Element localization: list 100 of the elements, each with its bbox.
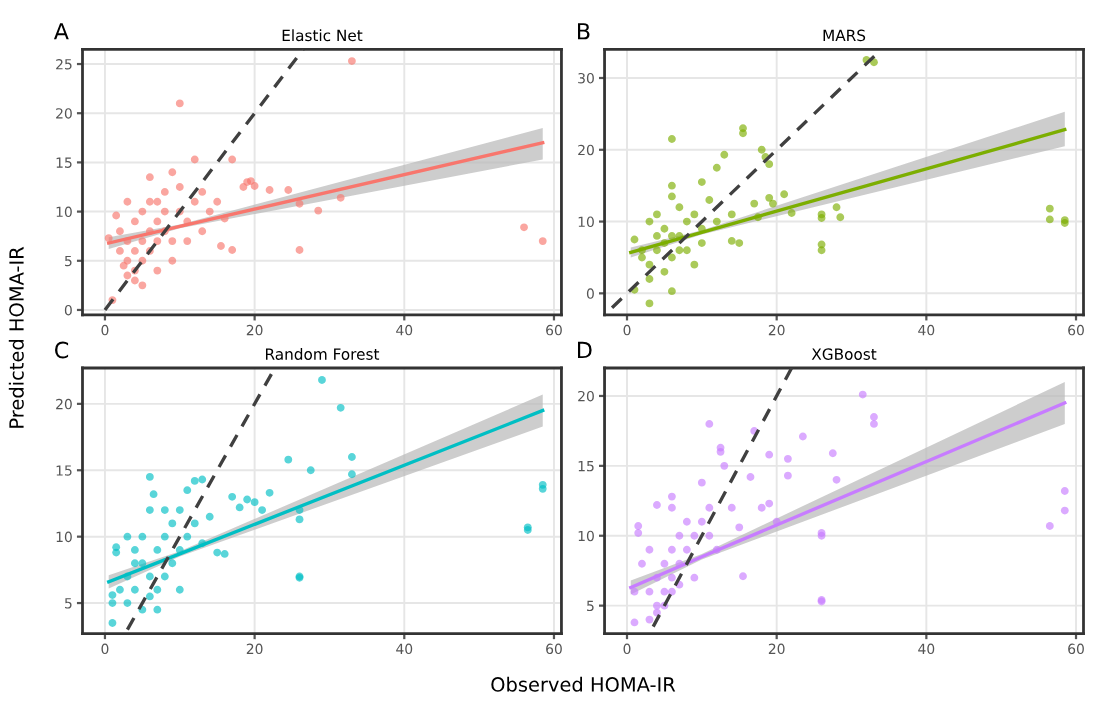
point	[746, 473, 755, 481]
point	[660, 267, 669, 276]
point	[168, 559, 177, 568]
point	[314, 206, 323, 215]
point	[660, 559, 669, 568]
point	[347, 470, 356, 479]
point	[190, 197, 199, 206]
point	[153, 266, 162, 275]
point	[175, 183, 184, 191]
point	[660, 587, 669, 596]
point	[735, 239, 744, 248]
point	[115, 247, 124, 255]
point	[198, 227, 207, 236]
point	[675, 246, 684, 255]
point	[690, 573, 699, 582]
point	[682, 246, 691, 255]
point	[183, 237, 192, 246]
text: D	[578, 341, 592, 359]
point	[645, 299, 654, 308]
point	[757, 503, 766, 512]
point	[190, 155, 199, 164]
point	[112, 548, 121, 557]
point	[318, 376, 326, 384]
point	[630, 618, 639, 627]
point	[1045, 522, 1054, 530]
point	[538, 237, 547, 246]
point	[228, 246, 237, 254]
point	[284, 455, 293, 464]
point	[220, 549, 229, 558]
point	[295, 199, 304, 208]
point	[198, 187, 207, 196]
point	[727, 503, 736, 512]
point	[1045, 215, 1054, 224]
point	[675, 531, 684, 540]
point	[667, 587, 676, 596]
point	[235, 503, 244, 512]
point	[115, 585, 124, 594]
point	[130, 247, 139, 255]
point	[1060, 506, 1069, 515]
point	[1045, 204, 1054, 213]
y-axis-title: Predicted HOMA-IR	[8, 246, 24, 428]
point	[153, 237, 162, 246]
point	[104, 234, 113, 243]
point	[190, 519, 199, 528]
point	[667, 231, 676, 240]
point	[712, 163, 721, 172]
point	[108, 599, 117, 607]
point	[145, 173, 154, 182]
point	[205, 512, 214, 521]
point	[160, 532, 169, 541]
point	[175, 506, 184, 515]
point	[667, 181, 676, 190]
point	[690, 531, 699, 540]
point	[250, 182, 259, 190]
point	[682, 217, 691, 226]
point	[705, 503, 714, 512]
point	[108, 619, 117, 627]
point	[757, 145, 766, 154]
point	[183, 486, 192, 495]
point	[168, 519, 177, 528]
point	[660, 224, 669, 233]
point	[634, 522, 643, 530]
point	[783, 454, 792, 463]
point	[168, 237, 177, 246]
point	[653, 501, 661, 509]
point	[123, 532, 132, 541]
point	[119, 261, 128, 270]
point	[228, 155, 237, 164]
point	[836, 213, 845, 222]
point	[697, 478, 706, 487]
point	[160, 572, 169, 581]
point	[160, 187, 169, 196]
point	[720, 461, 729, 470]
point	[1060, 487, 1069, 495]
point	[123, 599, 132, 607]
point	[682, 545, 691, 554]
point	[153, 585, 162, 594]
point	[347, 57, 356, 66]
point	[705, 196, 714, 204]
point	[630, 235, 639, 244]
point	[213, 197, 222, 206]
point	[638, 559, 646, 568]
text: C	[55, 341, 69, 359]
point	[690, 210, 699, 219]
point	[153, 605, 162, 614]
point	[198, 475, 207, 484]
point	[175, 585, 184, 594]
point	[138, 281, 147, 290]
point	[645, 217, 654, 226]
point	[123, 271, 132, 280]
point	[653, 246, 661, 255]
point	[183, 532, 192, 541]
point	[682, 517, 691, 526]
point	[832, 203, 841, 212]
point	[705, 419, 714, 428]
point	[295, 515, 304, 524]
point	[138, 237, 147, 246]
point	[228, 492, 237, 501]
point	[250, 498, 259, 507]
point	[645, 615, 654, 624]
